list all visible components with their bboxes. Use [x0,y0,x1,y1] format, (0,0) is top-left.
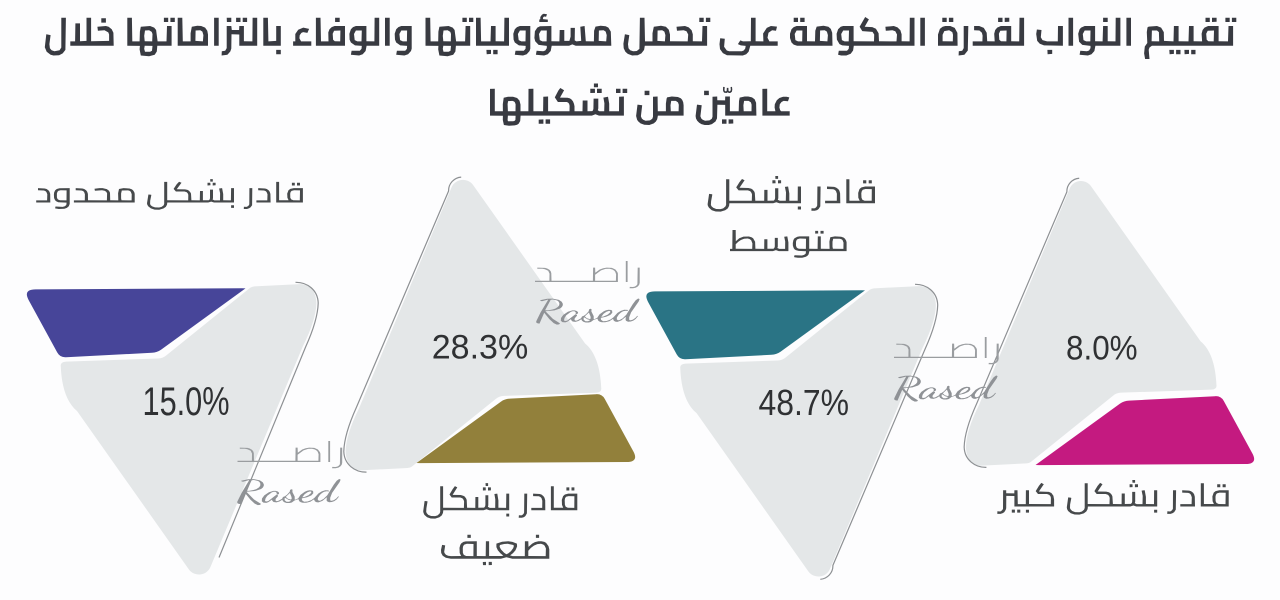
svg-text:28.3%: 28.3% [432,329,529,367]
svg-text:15.0%: 15.0% [143,380,230,424]
svg-text:8.0%: 8.0% [1066,329,1138,367]
svg-text:48.7%: 48.7% [759,382,850,423]
